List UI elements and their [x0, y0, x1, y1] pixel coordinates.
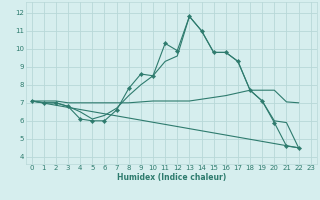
X-axis label: Humidex (Indice chaleur): Humidex (Indice chaleur)	[116, 173, 226, 182]
